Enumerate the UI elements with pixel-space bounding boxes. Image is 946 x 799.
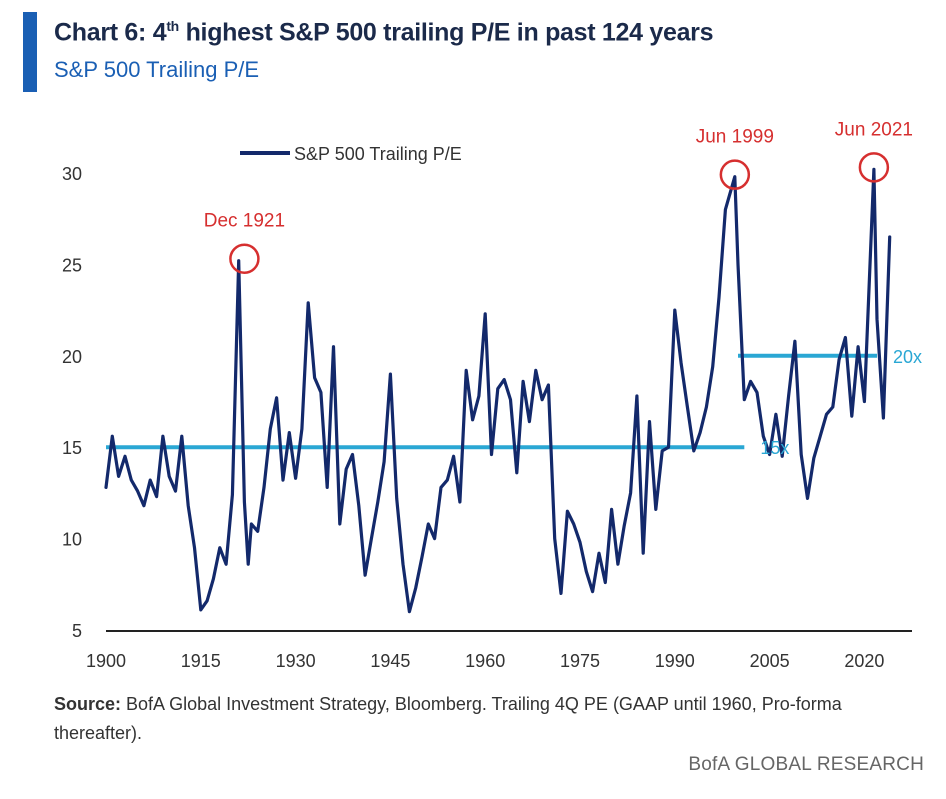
x-tick-label: 1930 <box>276 651 316 671</box>
x-tick-label: 1960 <box>465 651 505 671</box>
reference-label-15x: 15x <box>760 438 789 458</box>
pe-line-chart: 1900 1915 1930 1945 1960 1975 1990 2005 2020 5 10 1… <box>62 119 922 671</box>
chart-subtitle: S&P 500 Trailing P/E <box>54 57 260 82</box>
peak-annotation-label: Jun 1999 <box>696 127 774 148</box>
x-tick-label: 1915 <box>181 651 221 671</box>
y-tick-label: 25 <box>62 255 82 275</box>
peak-highlight-circle <box>229 243 260 274</box>
title-rest: highest S&P 500 trailing P/E in past 124… <box>178 18 714 47</box>
series-line-sp500-pe <box>104 167 892 614</box>
y-tick-label: 5 <box>72 621 82 641</box>
y-tick-label: 20 <box>62 347 82 367</box>
accent-bar <box>23 12 37 92</box>
peak-highlight-circle <box>858 152 890 183</box>
title-prefix: Chart 6: 4 <box>54 18 167 47</box>
title-superscript: th <box>166 18 179 34</box>
x-tick-label: 2005 <box>750 651 790 671</box>
peak-annotation-label: Jun 2021 <box>835 119 913 140</box>
y-tick-label: 10 <box>62 530 82 550</box>
source-note: Source: BofA Global Investment Strategy,… <box>54 690 924 748</box>
source-text: BofA Global Investment Strategy, Bloombe… <box>54 694 842 743</box>
x-tick-label: 1990 <box>655 651 695 671</box>
peak-annotation-label: Dec 1921 <box>204 211 285 232</box>
y-tick-label: 15 <box>62 438 82 458</box>
legend-label: S&P 500 Trailing P/E <box>294 144 462 164</box>
x-tick-label: 1900 <box>86 651 126 671</box>
x-tick-label: 2020 <box>844 651 884 671</box>
y-tick-label: 30 <box>62 164 82 184</box>
x-tick-label: 1945 <box>370 651 410 671</box>
brand-label: BofA GLOBAL RESEARCH <box>688 754 924 775</box>
x-tick-label: 1975 <box>560 651 600 671</box>
source-label: Source: <box>54 694 122 714</box>
chart-title: Chart 6: 4th highest S&P 500 trailing P/… <box>54 18 714 47</box>
reference-label-20x: 20x <box>893 347 922 367</box>
peak-highlight-circle <box>719 159 751 190</box>
